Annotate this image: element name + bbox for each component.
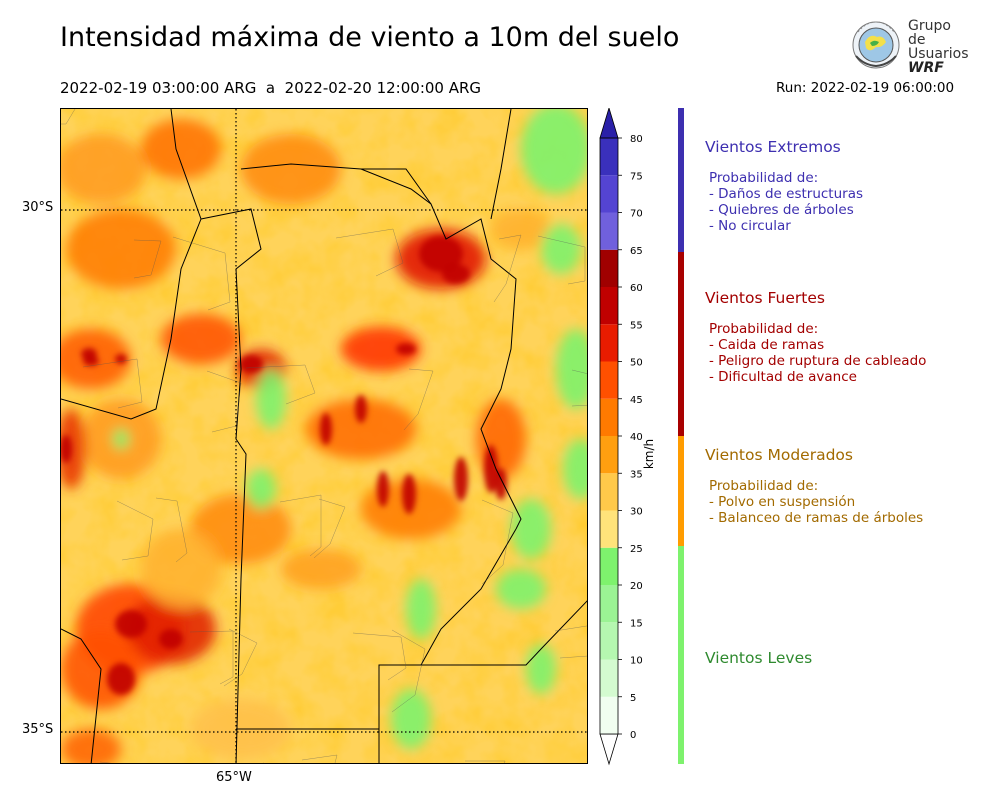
- lat-label-30s: 30°S: [22, 200, 54, 215]
- colorbar-bin: [600, 287, 618, 325]
- colorbar-unit-label: km/h: [642, 439, 656, 469]
- colorbar-tick-label: 60: [630, 283, 643, 294]
- colorbar-bin: [600, 175, 618, 213]
- legend-section-description: Probabilidad de: - Caida de ramas - Peli…: [709, 321, 927, 385]
- colorbar-bin: [600, 622, 618, 660]
- run-time: Run: 2022-02-19 06:00:00: [776, 80, 955, 96]
- legend-color-bar: [678, 108, 684, 252]
- legend-section-title: Vientos Leves: [705, 649, 813, 667]
- legend-section: Vientos Fuertes Probabilidad de: - Caida …: [705, 289, 926, 385]
- legend-color-bar: [678, 436, 684, 546]
- map-title: Intensidad máxima de viento a 10m del su…: [60, 22, 680, 53]
- colorbar-over-extend: [599, 106, 619, 139]
- legend-section: Vientos Leves: [705, 649, 812, 667]
- colorbar-tick-label: 55: [630, 320, 643, 331]
- colorbar-bin: [600, 249, 618, 287]
- colorbar-tick-label: 20: [630, 581, 643, 592]
- colorbar-bin: [600, 436, 618, 474]
- colorbar-tick-label: 50: [630, 358, 643, 369]
- logo-line-2: Usuarios: [908, 46, 969, 62]
- colorbar-tick-label: 15: [630, 618, 643, 629]
- colorbar-tick-label: 10: [630, 656, 643, 667]
- colorbar: 0 5 10 15 20 25 30 35 40 45 50 55 60 65 70 75 80 km/h: [598, 106, 658, 768]
- legend-section: Vientos Extremos Probabilidad de: - Daños…: [705, 138, 863, 234]
- colorbar-tick-label: 0: [630, 730, 636, 741]
- globe-logo-icon: [852, 21, 900, 69]
- colorbar-tick-label: 70: [630, 209, 643, 220]
- legend-section-title: Vientos Fuertes: [705, 289, 825, 307]
- colorbar-bin: [600, 659, 618, 697]
- colorbar-bin: [600, 696, 618, 734]
- forecast-period: 2022-02-19 03:00:00 ARG a 2022-02-20 12:…: [60, 79, 482, 97]
- colorbar-bin: [600, 585, 618, 623]
- lon-label-65w: 65°W: [216, 770, 252, 785]
- colorbar-bin: [600, 473, 618, 511]
- colorbar-bin: [600, 361, 618, 399]
- colorbar-bin: [600, 510, 618, 548]
- wind-intensity-field: [61, 109, 587, 763]
- wind-map: [60, 108, 588, 764]
- colorbar-tick-label: 25: [630, 544, 643, 555]
- colorbar-tick-label: 45: [630, 395, 643, 406]
- legend-color-bar: [678, 252, 684, 436]
- lat-label-35s: 35°S: [22, 722, 54, 737]
- legend-color-bar: [678, 546, 684, 764]
- grupo-usuarios-wrf-logo: Grupo de Usuarios WRF: [848, 18, 970, 76]
- logo-line-3: WRF: [908, 60, 944, 76]
- colorbar-tick-label: 75: [630, 171, 643, 182]
- colorbar-bin: [600, 324, 618, 362]
- legend-section-title: Vientos Moderados: [705, 446, 853, 464]
- logo-line-1: Grupo de: [908, 18, 951, 48]
- colorbar-tick-label: 65: [630, 246, 643, 257]
- colorbar-tick-label: 40: [630, 432, 643, 443]
- colorbar-tick-label: 30: [630, 507, 643, 518]
- legend-section-description: Probabilidad de: - Polvo en suspensión -…: [709, 478, 924, 526]
- legend-section-title: Vientos Extremos: [705, 138, 841, 156]
- colorbar-tick-label: 35: [630, 469, 643, 480]
- colorbar-bin: [600, 547, 618, 585]
- colorbar-bin: [600, 212, 618, 250]
- colorbar-scale: 0 5 10 15 20 25 30 35 40 45 50 55 60 65 70 75 80 km/h: [599, 106, 656, 766]
- colorbar-bin: [600, 138, 618, 176]
- legend-section: Vientos Moderados Probabilidad de: - Polv…: [705, 446, 923, 526]
- colorbar-under-extend: [599, 733, 619, 766]
- colorbar-bin: [600, 398, 618, 436]
- legend-section-description: Probabilidad de: - Daños de estructuras …: [709, 170, 864, 234]
- colorbar-tick-label: 5: [630, 693, 636, 704]
- colorbar-tick-label: 80: [630, 134, 643, 145]
